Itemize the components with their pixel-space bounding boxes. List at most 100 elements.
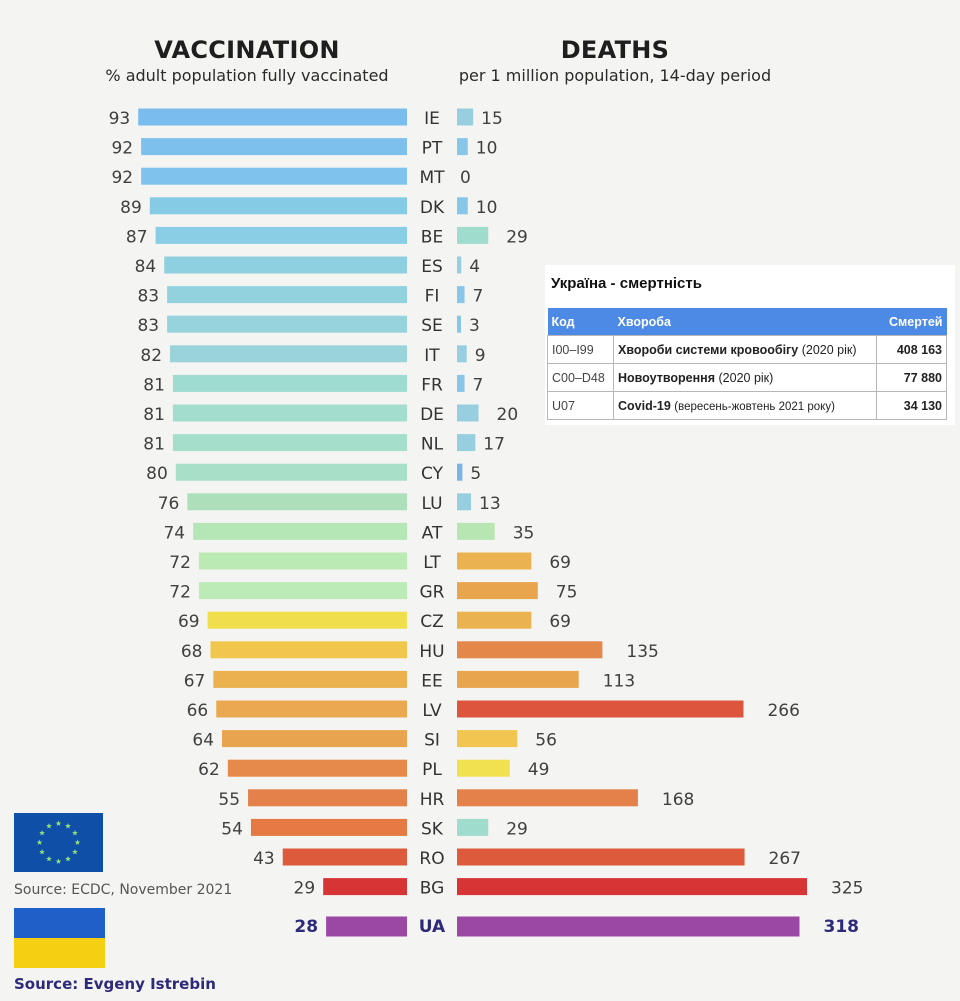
country-label: RO [419,849,444,869]
vaccination-value-label: 28 [294,917,318,937]
country-label: BG [420,879,445,899]
deaths-bar-fi [457,286,465,304]
country-label: EE [421,671,442,691]
disease-name: Хвороби системи кровообігу [618,342,799,357]
deaths-value-label: 135 [626,642,658,662]
vaccination-value-label: 84 [135,257,157,277]
vaccination-value-label: 69 [178,612,200,632]
mortality-table-title: Україна - смертність [551,275,702,292]
vaccination-value-label: 62 [198,760,220,780]
vaccination-bar-lu [187,493,407,511]
eu-star-icon [72,849,78,855]
row-code: C00–D48 [547,363,614,392]
vaccination-bar-ee [213,670,407,688]
ukraine-flag-blue [14,908,105,938]
vaccination-bar-lt [198,552,407,570]
country-label: PT [422,139,443,159]
source-ecdc: Source: ECDC, November 2021 [14,882,233,898]
deaths-value-label: 5 [470,464,481,484]
vaccination-bar-ua [326,916,407,937]
row-code: I00–I99 [547,335,614,364]
disease-name: Новоутворення [618,370,716,385]
deaths-bar-fr [457,374,465,392]
eu-star-icon [39,830,45,836]
vaccination-value-label: 92 [111,139,133,159]
country-label: LU [421,494,442,514]
eu-flag-icon [14,813,103,872]
country-label: HU [419,642,444,662]
deaths-value-label: 0 [460,168,471,188]
deaths-value-label: 318 [823,917,859,937]
country-label: LT [423,553,441,573]
deaths-bar-lv [457,700,744,718]
deaths-bar-hr [457,789,638,807]
vaccination-bar-de [172,404,407,422]
deaths-value-label: 266 [767,701,799,721]
row-code: U07 [547,391,614,420]
country-label: MT [419,168,445,188]
deaths-value-label: 69 [549,553,571,573]
deaths-value-label: 29 [506,819,528,839]
country-label: BE [421,227,443,247]
vaccination-bar-at [193,522,407,540]
deaths-bar-se [457,315,461,333]
eu-star-icon [65,855,71,862]
ukraine-flag-yellow [14,938,105,968]
deaths-value-label: 17 [483,435,505,455]
vaccination-subtitle: % adult population fully vaccinated [105,66,389,85]
country-label: SI [424,731,440,751]
deaths-bar-cy [457,463,463,481]
eu-star-icon [46,855,52,862]
eu-star-icon [65,823,71,829]
deaths-bar-dk [457,197,468,215]
row-deaths: 408 163 [876,335,947,364]
vaccination-value-label: 92 [111,168,133,188]
country-label: NL [421,435,444,455]
vaccination-bar-pt [141,138,407,156]
deaths-bar-ro [457,848,745,866]
table-header-row: Код Хвороба Смертей [547,308,947,336]
disease-name: Covid-19 [618,398,671,413]
vaccination-value-label: 68 [181,642,203,662]
vaccination-bar-be [155,226,407,244]
disease-note: (2020 рік) [801,342,857,357]
vaccination-value-label: 82 [140,346,162,366]
deaths-bar-cz [457,611,532,629]
country-label: FI [425,287,440,307]
header-disease: Хвороба [613,308,877,336]
vaccination-bar-es [164,256,407,274]
disease-note: (2020 рік) [718,370,774,385]
header-deaths: Смертей [876,308,947,336]
deaths-value-label: 69 [549,612,571,632]
deaths-bar-ua [457,916,800,937]
vaccination-title: VACCINATION [154,36,340,64]
country-label: ES [421,257,443,277]
vaccination-value-label: 87 [126,227,148,247]
deaths-bar-hu [457,641,603,659]
deaths-bar-sk [457,818,489,836]
vaccination-value-label: 93 [109,109,131,129]
country-label: UA [419,917,446,937]
vaccination-bar-bg [323,878,407,896]
vaccination-value-label: 72 [169,583,191,603]
deaths-bar-si [457,730,518,748]
vaccination-bar-hr [248,789,407,807]
table-row: C00–D48 Новоутворення (2020 рік) 77 880 [547,363,947,392]
vaccination-value-label: 89 [120,198,142,218]
ukraine-flag-icon [14,908,105,968]
eu-star-icon [55,820,62,826]
vaccination-bar-si [222,730,407,748]
vaccination-bar-dk [149,197,408,215]
country-label: HR [420,790,445,810]
country-label: AT [422,523,443,543]
deaths-value-label: 267 [769,849,801,869]
vaccination-bar-fr [172,374,407,392]
deaths-bar-de [457,404,479,422]
deaths-value-label: 7 [473,287,484,307]
vaccination-value-label: 83 [137,287,159,307]
vaccination-bar-gr [198,582,407,600]
vaccination-bar-cy [175,463,407,481]
deaths-value-label: 4 [469,257,480,277]
vaccination-bar-hu [210,641,407,659]
